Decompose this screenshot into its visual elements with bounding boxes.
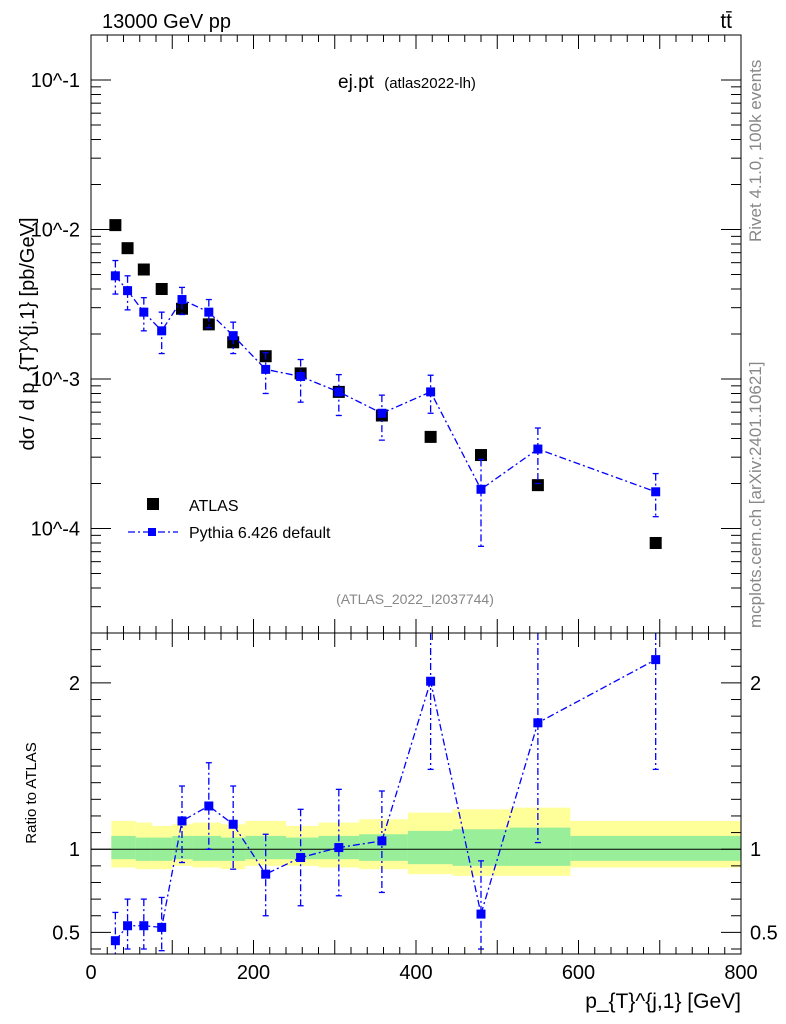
ratio-line [114,659,656,942]
ratio-y-axis-label-text: Ratio to ATLAS [23,742,40,843]
x-tick-label: 400 [399,962,432,984]
green-band-segment [245,835,286,860]
pythia-point [334,387,344,397]
main-axis-ticks [90,34,742,634]
main-panel: 10^-4 10^-3 10^-2 10^-1 ej.pt (atlas2022-lh… [17,34,742,634]
ratio-point [123,921,133,931]
green-band-segment [570,835,741,861]
x-tick-label: 200 [237,962,270,984]
pythia-line [114,275,656,493]
plot-title-main: ej.pt [338,72,375,93]
ratio-point [228,819,238,829]
ratio-point [296,853,306,863]
atlas-point [121,242,134,255]
atlas-point [475,449,487,462]
main-y-tick-label: 10^-3 [31,369,80,391]
main-y-axis-label: dσ / d p_{T}^{j,1} [pb/GeV] [17,218,39,451]
ratio-point [334,843,344,853]
main-y-axis-label-text: dσ / d p_{T}^{j,1} [pb/GeV] [17,218,39,451]
pythia-point [157,326,167,336]
ratio-point [139,921,149,931]
pythia-point [228,331,238,341]
pythia-point [261,364,271,374]
side-label-bottom: mcplots.cern.ch [arXiv:2401.10621] [746,362,765,628]
side-label-top: Rivet 4.1.0, 100k events [746,60,765,242]
ratio-point [110,936,120,946]
x-tick-label: 800 [724,962,757,984]
pythia-point [533,444,543,454]
main-panel-frame [90,34,742,634]
ratio-point [651,655,661,665]
legend-atlas-marker [147,498,159,510]
x-tick-label: 600 [562,962,595,984]
legend-pythia-label: Pythia 6.426 default [189,525,331,542]
pythia-point [110,271,120,281]
main-y-tick-label: 10^-1 [31,70,80,92]
atlas-point [424,430,437,443]
x-tick-label: 0 [85,962,96,984]
pythia-point [139,307,149,317]
plot-title: ej.pt (atlas2022-lh) [338,72,476,93]
pythia-point [177,295,187,305]
main-y-tick-label: 10^-2 [31,220,80,242]
ratio-axis-ticks [90,632,742,954]
pythia-point [651,487,661,497]
ratio-point [204,801,214,811]
ratio-y-tick-labels: 0.5 0.5 1 1 2 2 [52,673,778,944]
main-series [109,219,662,549]
green-band-segment [509,827,571,866]
analysis-label: (ATLAS_2022_I2037744) [336,591,494,607]
x-tick-labels: 0 200 400 600 800 [85,962,757,984]
legend-pythia-marker [148,528,156,536]
main-y-tick-label: 10^-4 [31,519,80,541]
atlas-point [155,282,168,295]
plot-title-tag: (atlas2022-lh) [384,75,476,92]
atlas-point [137,263,150,276]
green-band-segment [407,830,453,865]
ratio-point [426,676,436,686]
green-band-segment [286,837,319,860]
ratio-point [177,816,187,826]
atlas-point [649,536,662,549]
atlas-point [109,219,122,232]
legend: ATLAS Pythia 6.426 default [128,498,331,542]
pythia-point [123,286,133,296]
ratio-point [157,922,167,932]
ratio-panel: 0.5 0.51 12 2 0 200 400 600 800 Ratio to ATLAS … [23,632,778,1013]
green-band-segment [111,835,124,860]
ratio-point [261,869,271,879]
green-band-segment [192,835,221,861]
x-axis-label: p_{T}^{j,1} [GeV] [585,990,741,1013]
ratio-y-axis-label: Ratio to ATLAS [23,742,40,843]
ratio-series [110,633,661,954]
ratio-point [533,718,543,728]
atlas-point [531,479,544,492]
energy-label: 13000 GeV pp [102,11,231,33]
ratio-point [476,909,486,919]
ratio-uncertainty-bands [111,807,741,876]
pythia-point [204,307,214,317]
legend-atlas-label: ATLAS [189,498,239,515]
ratio-y-tick-label-right: 2 [750,673,761,695]
process-label: tt̄ [720,10,732,33]
pythia-point [476,484,486,494]
pythia-point [296,371,306,381]
ratio-y-tick-label-left: 0.5 [52,922,80,944]
ratio-panel-frame [90,632,742,955]
ratio-point [377,836,387,846]
main-y-tick-labels: 10^-4 10^-3 10^-2 10^-1 [31,70,80,541]
green-band-segment [452,829,510,866]
ratio-y-tick-label-right: 0.5 [750,922,778,944]
pythia-point [377,408,387,418]
pythia-point [426,387,436,397]
green-band-segment [123,835,136,860]
ratio-y-tick-label-right: 1 [750,839,761,861]
ratio-y-tick-label-left: 1 [69,839,80,861]
ratio-y-tick-label-left: 2 [69,673,80,695]
